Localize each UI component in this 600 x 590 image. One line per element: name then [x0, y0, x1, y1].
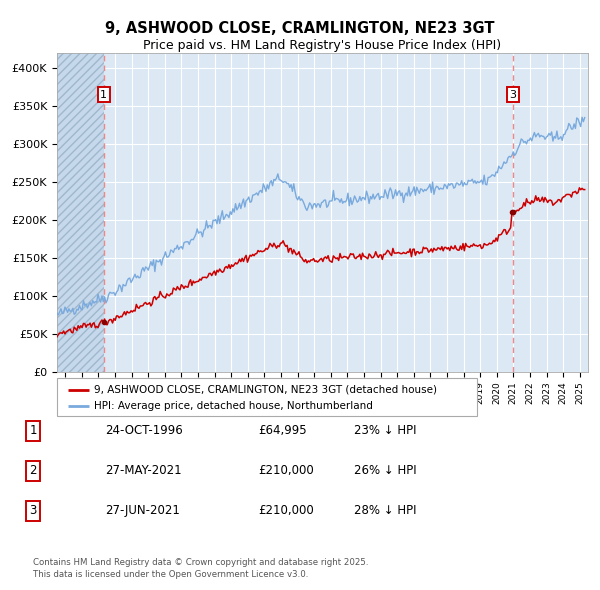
Bar: [57, 53, 104, 372]
Text: 27-JUN-2021: 27-JUN-2021: [105, 504, 180, 517]
Text: 9, ASHWOOD CLOSE, CRAMLINGTON, NE23 3GT: 9, ASHWOOD CLOSE, CRAMLINGTON, NE23 3GT: [105, 21, 495, 35]
Text: 2: 2: [29, 464, 37, 477]
Text: 27-MAY-2021: 27-MAY-2021: [105, 464, 182, 477]
Text: Contains HM Land Registry data © Crown copyright and database right 2025.: Contains HM Land Registry data © Crown c…: [33, 558, 368, 567]
Text: 3: 3: [509, 90, 517, 100]
Text: £210,000: £210,000: [258, 464, 314, 477]
Text: 9, ASHWOOD CLOSE, CRAMLINGTON, NE23 3GT (detached house): 9, ASHWOOD CLOSE, CRAMLINGTON, NE23 3GT …: [94, 385, 437, 395]
Text: 24-OCT-1996: 24-OCT-1996: [105, 424, 183, 437]
Text: 28% ↓ HPI: 28% ↓ HPI: [354, 504, 416, 517]
Text: This data is licensed under the Open Government Licence v3.0.: This data is licensed under the Open Gov…: [33, 570, 308, 579]
Text: 23% ↓ HPI: 23% ↓ HPI: [354, 424, 416, 437]
Text: £210,000: £210,000: [258, 504, 314, 517]
Text: HPI: Average price, detached house, Northumberland: HPI: Average price, detached house, Nort…: [94, 401, 373, 411]
Text: 1: 1: [29, 424, 37, 437]
Text: 3: 3: [29, 504, 37, 517]
Text: 26% ↓ HPI: 26% ↓ HPI: [354, 464, 416, 477]
FancyBboxPatch shape: [57, 378, 477, 416]
Text: £64,995: £64,995: [258, 424, 307, 437]
Text: 1: 1: [100, 90, 107, 100]
Title: Price paid vs. HM Land Registry's House Price Index (HPI): Price paid vs. HM Land Registry's House …: [143, 39, 502, 52]
Bar: [57, 53, 104, 372]
